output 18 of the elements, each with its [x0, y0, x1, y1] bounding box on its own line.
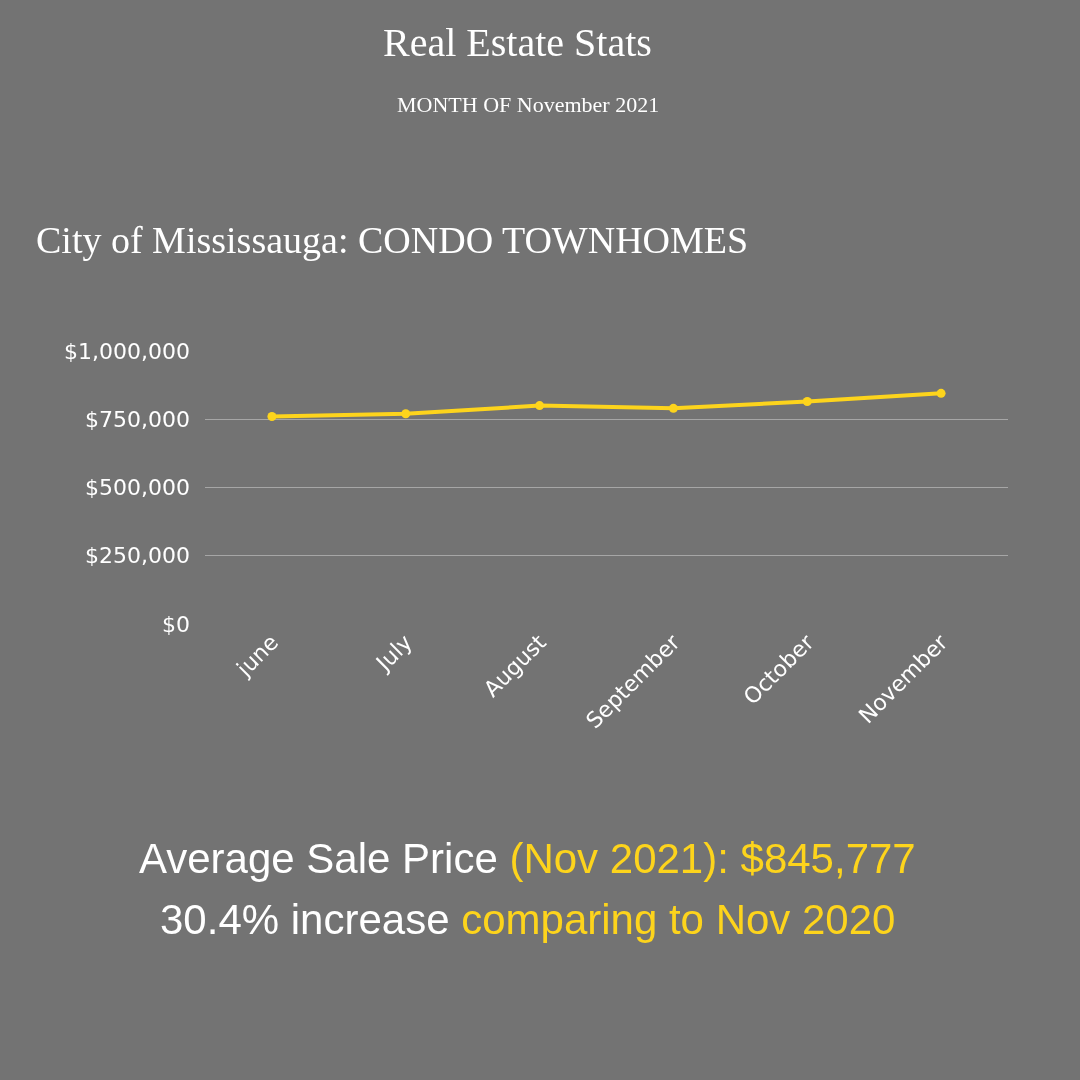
- y-tick-label: $1,000,000: [64, 338, 190, 364]
- text: (Nov 2021): $845,777: [509, 835, 916, 882]
- point: [401, 409, 411, 419]
- point: [535, 401, 545, 411]
- point: [668, 403, 678, 413]
- text: 30.4% increase: [160, 896, 450, 943]
- text: comparing to Nov 2020: [461, 896, 896, 943]
- point: [267, 412, 277, 422]
- y-tick-label: $0: [162, 611, 190, 637]
- y-tick-label: $500,000: [85, 475, 190, 501]
- y-tick-label: $250,000: [85, 543, 190, 569]
- chart-title: Real Estate Stats: [383, 20, 652, 65]
- point: [802, 397, 812, 407]
- text: Average Sale Price: [139, 835, 498, 882]
- point: [936, 388, 946, 398]
- y-tick-label: $750,000: [85, 406, 190, 432]
- text: City of Mississauga: CONDO TOWNHOMES: [36, 219, 749, 261]
- chart-subtitle: MONTH OF November 2021: [397, 92, 660, 117]
